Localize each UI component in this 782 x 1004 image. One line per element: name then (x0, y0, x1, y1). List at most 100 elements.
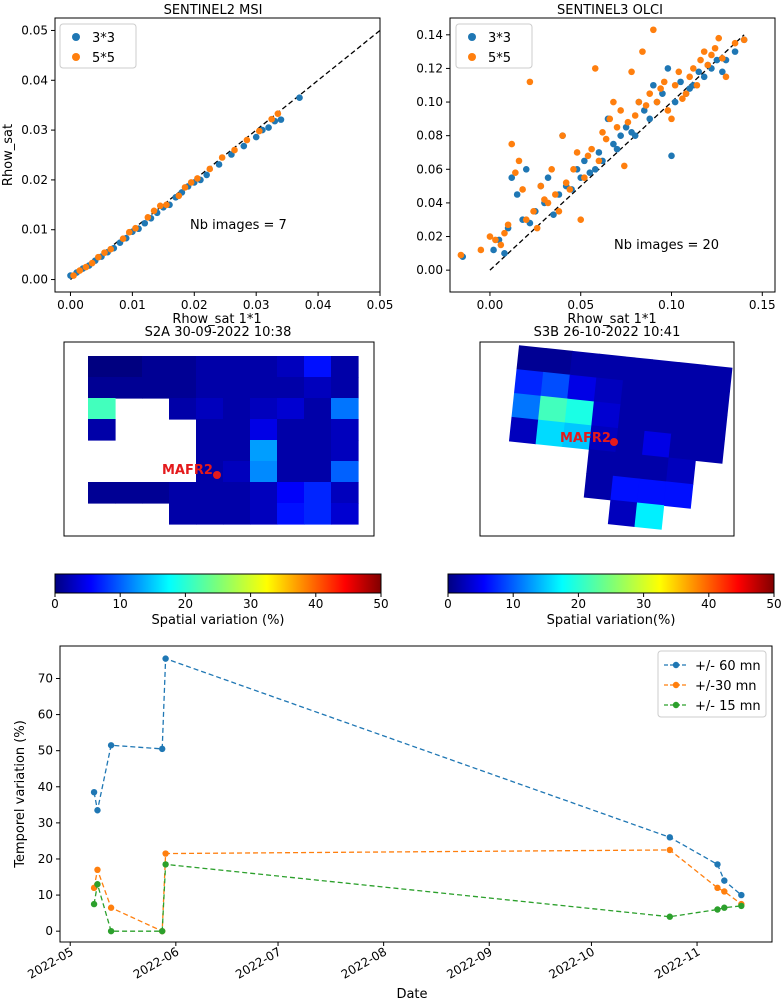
heatmap-cell (697, 412, 728, 440)
heatmap-cell (540, 371, 571, 400)
heatmap-cell (567, 374, 597, 403)
heatmap-cell (196, 440, 224, 462)
scatter-point-3x3 (700, 73, 708, 81)
scatter-point-5x5 (635, 98, 643, 106)
scatter-point-3x3 (203, 171, 210, 179)
scatter-point-5x5 (537, 182, 545, 190)
heatmap-cell (331, 440, 359, 462)
colorbar-tick-label: 30 (636, 597, 651, 611)
scatter-point-5x5 (693, 81, 701, 89)
scatter-point-5x5 (599, 129, 606, 136)
heatmap-cell (673, 385, 704, 414)
scatter-point-5x5 (76, 267, 84, 274)
heatmap-cell (671, 409, 701, 438)
heatmap-cell (331, 461, 359, 483)
scatter-point-5x5 (581, 174, 588, 181)
heatmap-cell (115, 356, 143, 378)
scatter-point-5x5 (163, 201, 170, 209)
chart-title: SENTINEL2 MSI (164, 3, 263, 18)
y-tick-label: 0.14 (416, 28, 443, 42)
scatter-point-3x3 (671, 98, 679, 106)
series-point (107, 742, 115, 749)
scatter-point-5x5 (566, 186, 574, 193)
scatter-point-5x5 (573, 149, 581, 156)
y-tick-label: 0.12 (416, 61, 443, 75)
heatmap-cell (223, 356, 251, 378)
colorbar-label: Spatial variation(%) (547, 613, 676, 628)
x-tick-label: 0.02 (181, 298, 208, 312)
heatmap-cell (644, 406, 675, 435)
heatmap-cell (593, 377, 624, 405)
scatter-point-3x3 (622, 123, 630, 131)
heatmap-cell (564, 398, 595, 426)
heatmap-cell (331, 398, 359, 420)
heatmap-panel-s2a: S2A 30-09-2022 10:38 MAFR2 (63, 325, 375, 537)
y-tick-label: 0.05 (21, 23, 48, 37)
scatter-point-5x5 (613, 123, 621, 131)
heatmap-cell (250, 503, 278, 525)
heatmap-cell (676, 362, 706, 390)
heatmap-cell (277, 377, 305, 399)
scatter-point-5x5 (70, 272, 77, 279)
y-tick-label: 60 (38, 708, 53, 722)
scatter-point-3x3 (277, 116, 285, 123)
heatmap-cell (196, 503, 224, 525)
scatter-point-5x5 (243, 136, 251, 144)
legend-label-15: +/- 15 mn (695, 699, 761, 714)
x-tick-label: 0.05 (367, 298, 394, 312)
colorbar-gradient (447, 573, 775, 594)
y-tick-label: 10 (38, 888, 53, 902)
heatmap-cell (641, 430, 672, 459)
heatmap-cell (88, 377, 116, 399)
scatter-point-5x5 (231, 146, 238, 154)
scatter-point-3x3 (613, 145, 621, 153)
heatmap-panel-s3b: S3B 26-10-2022 10:41 MAFR2 (479, 325, 735, 537)
heatmap-cell (588, 425, 619, 453)
heatmap-cell (196, 356, 224, 378)
heatmap-cell (591, 401, 622, 429)
series-point (714, 861, 721, 868)
scatter-point-3x3 (501, 250, 508, 257)
scatter-point-5x5 (255, 127, 263, 135)
heatmap-cell (304, 440, 332, 462)
series-point (721, 888, 728, 895)
colorbar-tick-label: 0 (51, 597, 59, 611)
scatter-point-5x5 (477, 246, 485, 254)
legend-marker-5x5 (468, 53, 476, 61)
y-tick-label: 0.04 (21, 73, 48, 87)
scatter-point-5x5 (194, 175, 201, 182)
heatmap-cell (646, 383, 677, 411)
scatter-point-5x5 (497, 241, 505, 249)
scatter-point-3x3 (610, 140, 617, 148)
heatmap-cell (639, 454, 670, 483)
scatter-point-3x3 (659, 90, 666, 97)
y-tick-label: 40 (38, 780, 53, 794)
series-point (721, 904, 728, 911)
heatmap-cell (331, 377, 359, 399)
scatter-point-5x5 (181, 184, 189, 191)
colorbar-tick-label: 40 (701, 597, 716, 611)
heatmap-cell (511, 392, 542, 421)
scatter-point-3x3 (550, 211, 557, 218)
colorbar-tick-label: 20 (178, 597, 193, 611)
legend: +/- 60 mn +/-30 mn +/- 15 mn (657, 650, 767, 718)
scatter-point-5x5 (544, 199, 552, 207)
scatter-point-5x5 (274, 110, 282, 117)
scatter-point-5x5 (657, 85, 664, 92)
scatter-point-5x5 (519, 186, 526, 193)
heatmap-cell (277, 398, 305, 420)
scatter-point-5x5 (708, 51, 715, 59)
x-tick-label: 2022-07 (233, 944, 283, 981)
scatter-point-3x3 (581, 157, 588, 165)
colorbar-gradient (54, 573, 382, 594)
heatmap-cell (223, 377, 251, 399)
series-point (90, 788, 98, 796)
scatter-point-5x5 (660, 78, 668, 86)
series-point (159, 745, 166, 753)
scatter-point-5x5 (492, 236, 499, 244)
colorbar-tick-label: 20 (571, 597, 586, 611)
y-tick-label: 0.04 (416, 196, 443, 210)
heatmap-cell (250, 419, 278, 441)
scatter-point-5x5 (602, 135, 610, 143)
x-tick-label: 0.15 (749, 298, 776, 312)
